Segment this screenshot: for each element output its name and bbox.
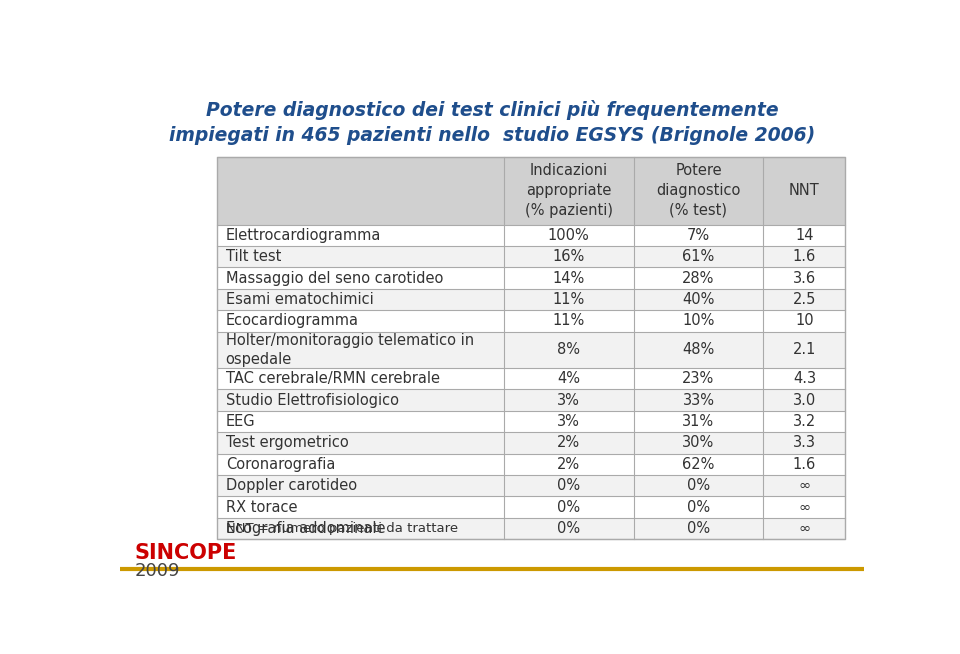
Text: 0%: 0% xyxy=(557,500,580,515)
Text: RX torace: RX torace xyxy=(226,500,298,515)
Text: 3%: 3% xyxy=(557,392,580,407)
Text: ∞: ∞ xyxy=(799,521,810,536)
Text: 3.2: 3.2 xyxy=(793,414,816,429)
Text: 2009: 2009 xyxy=(134,562,180,580)
Text: Test ergometrico: Test ergometrico xyxy=(226,436,348,451)
Text: 11%: 11% xyxy=(553,313,585,328)
Bar xyxy=(217,496,846,518)
Text: NNT = numero pazienti da trattare: NNT = numero pazienti da trattare xyxy=(226,522,458,535)
Text: TAC cerebrale/RMN cerebrale: TAC cerebrale/RMN cerebrale xyxy=(226,371,440,386)
Text: NNT: NNT xyxy=(789,183,820,198)
Text: 100%: 100% xyxy=(548,228,589,243)
Text: Esami ematochimici: Esami ematochimici xyxy=(226,292,373,307)
Text: Holter/monitoraggio telematico in
ospedale: Holter/monitoraggio telematico in ospeda… xyxy=(226,333,474,367)
Text: ∞: ∞ xyxy=(799,500,810,515)
Text: 4%: 4% xyxy=(557,371,580,386)
Bar xyxy=(217,246,846,267)
Text: 2%: 2% xyxy=(557,456,580,472)
Text: 3.0: 3.0 xyxy=(793,392,816,407)
Text: 8%: 8% xyxy=(557,342,580,357)
Bar xyxy=(217,475,846,496)
Text: Massaggio del seno carotideo: Massaggio del seno carotideo xyxy=(226,271,443,286)
Text: 30%: 30% xyxy=(683,436,714,451)
Bar xyxy=(217,411,846,432)
Text: ∞: ∞ xyxy=(799,478,810,493)
Text: impiegati in 465 pazienti nello  studio EGSYS (Brignole 2006): impiegati in 465 pazienti nello studio E… xyxy=(169,126,815,145)
Text: 14: 14 xyxy=(795,228,814,243)
Text: Ecocardiogramma: Ecocardiogramma xyxy=(226,313,359,328)
Text: EEG: EEG xyxy=(226,414,255,429)
Bar xyxy=(217,310,846,332)
Text: 11%: 11% xyxy=(553,292,585,307)
Text: Coronarografia: Coronarografia xyxy=(226,456,335,472)
Text: Ecografia addominale: Ecografia addominale xyxy=(226,521,385,536)
Bar xyxy=(217,389,846,411)
Text: 3.6: 3.6 xyxy=(793,271,816,286)
Bar xyxy=(217,156,846,540)
Text: 2%: 2% xyxy=(557,436,580,451)
Text: 1.6: 1.6 xyxy=(793,456,816,472)
Text: 1.6: 1.6 xyxy=(793,249,816,264)
Bar xyxy=(217,454,846,475)
Bar xyxy=(217,332,846,368)
Text: 40%: 40% xyxy=(683,292,714,307)
Bar xyxy=(217,267,846,289)
Text: 61%: 61% xyxy=(683,249,714,264)
Text: Elettrocardiogramma: Elettrocardiogramma xyxy=(226,228,381,243)
Text: 3%: 3% xyxy=(557,414,580,429)
Text: Studio Elettrofisiologico: Studio Elettrofisiologico xyxy=(226,392,398,407)
Text: 48%: 48% xyxy=(683,342,714,357)
Text: 0%: 0% xyxy=(687,478,710,493)
Text: 62%: 62% xyxy=(683,456,714,472)
Text: 33%: 33% xyxy=(683,392,714,407)
Text: 10: 10 xyxy=(795,313,814,328)
Text: 28%: 28% xyxy=(683,271,714,286)
Text: 4.3: 4.3 xyxy=(793,371,816,386)
Bar xyxy=(217,289,846,310)
Bar xyxy=(217,224,846,246)
Text: 10%: 10% xyxy=(683,313,714,328)
Text: 0%: 0% xyxy=(687,500,710,515)
Text: Potere diagnostico dei test clinici più frequentemente: Potere diagnostico dei test clinici più … xyxy=(205,99,779,120)
Text: SINCOPE: SINCOPE xyxy=(134,543,237,563)
Text: 0%: 0% xyxy=(557,478,580,493)
Text: Doppler carotideo: Doppler carotideo xyxy=(226,478,357,493)
Text: Indicazioni
appropriate
(% pazienti): Indicazioni appropriate (% pazienti) xyxy=(525,164,612,218)
Text: 0%: 0% xyxy=(557,521,580,536)
Text: 16%: 16% xyxy=(553,249,585,264)
Bar xyxy=(217,156,846,224)
Text: 31%: 31% xyxy=(683,414,714,429)
Bar xyxy=(217,518,846,540)
Text: 14%: 14% xyxy=(553,271,585,286)
Text: 2.5: 2.5 xyxy=(793,292,816,307)
Text: 2.1: 2.1 xyxy=(793,342,816,357)
Text: 7%: 7% xyxy=(687,228,710,243)
Bar xyxy=(217,368,846,389)
Text: 23%: 23% xyxy=(683,371,714,386)
Text: Tilt test: Tilt test xyxy=(226,249,281,264)
Bar xyxy=(217,432,846,454)
Text: 3.3: 3.3 xyxy=(793,436,816,451)
Text: Potere
diagnostico
(% test): Potere diagnostico (% test) xyxy=(657,164,741,218)
Text: 0%: 0% xyxy=(687,521,710,536)
